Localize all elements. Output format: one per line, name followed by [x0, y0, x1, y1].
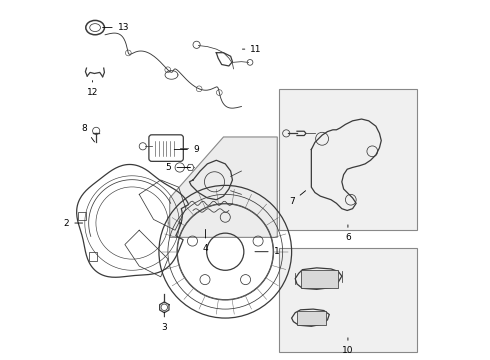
Polygon shape — [170, 137, 277, 237]
Text: 8: 8 — [81, 123, 95, 142]
Bar — [300, 270, 338, 288]
Text: 9: 9 — [174, 145, 199, 154]
Text: 12: 12 — [87, 81, 98, 96]
Bar — [78, 212, 86, 220]
Text: 5: 5 — [166, 163, 190, 172]
Bar — [279, 248, 417, 352]
Bar — [89, 252, 98, 261]
Text: 1: 1 — [255, 247, 279, 256]
Text: 11: 11 — [243, 45, 262, 54]
Text: 3: 3 — [161, 312, 167, 332]
Bar — [297, 311, 326, 325]
Text: 13: 13 — [102, 23, 129, 32]
Text: 7: 7 — [290, 191, 306, 206]
Text: 2: 2 — [64, 219, 83, 228]
Text: 10: 10 — [342, 338, 354, 355]
Text: 6: 6 — [345, 225, 351, 242]
Bar — [279, 89, 417, 230]
Text: 4: 4 — [203, 229, 208, 253]
